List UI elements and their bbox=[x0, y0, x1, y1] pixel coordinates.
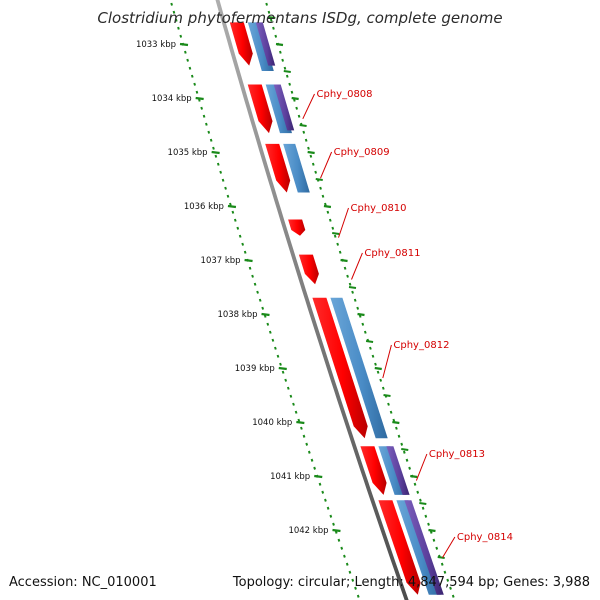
scale-tick-outer bbox=[374, 366, 382, 371]
scale-tick-label: 1040 kbp bbox=[252, 418, 292, 428]
scale-tick-outer bbox=[357, 312, 365, 317]
scale-tick-label: 1039 kbp bbox=[235, 364, 275, 374]
scale-tick-label: 1036 kbp bbox=[184, 202, 224, 212]
scale-tick bbox=[314, 474, 323, 479]
scale-minor-tick bbox=[299, 124, 307, 127]
gene-arrow[interactable] bbox=[229, 22, 253, 66]
scale-tick-label: 1042 kbp bbox=[288, 526, 328, 536]
gene-label[interactable]: Cphy_0812 bbox=[393, 340, 449, 351]
scale-minor-tick bbox=[437, 556, 445, 559]
scale-tick-label: 1041 kbp bbox=[270, 472, 310, 482]
map-title: Clostridium phytofermentans ISDg, comple… bbox=[97, 9, 503, 27]
scale-tick-outer bbox=[275, 42, 284, 47]
scale-minor-tick bbox=[401, 448, 409, 451]
gene-label-leader bbox=[320, 151, 333, 179]
scale-tick-label: 1035 kbp bbox=[168, 148, 208, 158]
gene-arrow[interactable] bbox=[298, 254, 319, 285]
scale-tick bbox=[195, 96, 204, 101]
scale-tick-outer bbox=[392, 420, 400, 425]
gene-label[interactable]: Cphy_0813 bbox=[429, 449, 485, 460]
feature-purple bbox=[404, 500, 444, 595]
gene-arrow[interactable] bbox=[378, 500, 421, 595]
scale-minor-tick bbox=[365, 340, 374, 343]
gene-label[interactable]: Cphy_0810 bbox=[351, 203, 407, 214]
scale-minor-tick bbox=[268, 16, 276, 19]
scale-tick bbox=[278, 366, 287, 371]
scale-tick bbox=[244, 258, 253, 263]
feature-purple bbox=[386, 446, 410, 495]
scale-minor-tick bbox=[383, 394, 391, 397]
gene-label-leader bbox=[351, 252, 363, 280]
scale-minor-tick bbox=[348, 286, 357, 289]
gene-label[interactable]: Cphy_0808 bbox=[317, 89, 373, 100]
genome-backbone bbox=[215, 0, 409, 600]
gene-label[interactable]: Cphy_0814 bbox=[457, 532, 513, 543]
gene-label-leader bbox=[338, 207, 349, 238]
scale-ticks-layer: 1033 kbp 1034 kbp 1035 kbp 1036 kbp 1037 kbp… bbox=[136, 2, 455, 598]
gene-label-leader bbox=[442, 536, 456, 558]
scale-tick-outer bbox=[428, 528, 436, 533]
gene-labels-layer: Cphy_0808 Cphy_0809 Cphy_0810 Cphy_0811 Cphy… bbox=[302, 89, 513, 558]
gene-arrow[interactable] bbox=[265, 143, 291, 193]
backbone-layer bbox=[215, 0, 409, 600]
scale-tick-label: 1033 kbp bbox=[136, 40, 176, 50]
scale-tick bbox=[179, 42, 189, 47]
gene-label-leader bbox=[415, 453, 428, 481]
scale-tick-outer bbox=[340, 258, 348, 263]
outer-scale-track bbox=[265, 2, 455, 598]
scale-tick-outer bbox=[323, 204, 332, 209]
gene-label-leader bbox=[382, 344, 392, 379]
scale-minor-tick bbox=[332, 232, 340, 235]
scale-tick bbox=[261, 312, 270, 317]
feature-blue bbox=[283, 143, 310, 193]
scale-tick bbox=[211, 150, 220, 155]
accession-text: Accession: NC_010001 bbox=[9, 575, 157, 590]
inner-scale-track bbox=[170, 2, 360, 598]
gene-arrow[interactable] bbox=[288, 219, 306, 236]
gene-arrow[interactable] bbox=[312, 297, 368, 439]
gene-label[interactable]: Cphy_0809 bbox=[334, 147, 390, 158]
scale-tick-label: 1037 kbp bbox=[201, 256, 241, 266]
gene-arrow[interactable] bbox=[360, 446, 387, 495]
gene-arrow[interactable] bbox=[247, 84, 273, 134]
gene-label[interactable]: Cphy_0811 bbox=[364, 248, 420, 259]
feature-blue bbox=[330, 297, 388, 439]
scale-tick bbox=[227, 204, 237, 209]
scale-tick-label: 1038 kbp bbox=[217, 310, 257, 320]
scale-minor-tick bbox=[315, 178, 323, 181]
scale-minor-tick bbox=[419, 502, 427, 505]
scale-tick bbox=[332, 528, 341, 533]
scale-tick-outer bbox=[291, 96, 299, 101]
scale-tick bbox=[296, 420, 305, 425]
genes-layer bbox=[229, 22, 421, 595]
scale-tick-label: 1034 kbp bbox=[152, 94, 192, 104]
scale-minor-tick bbox=[283, 70, 291, 73]
scale-tick-outer bbox=[410, 474, 418, 479]
feature-purple bbox=[255, 22, 276, 66]
feature-purple bbox=[273, 84, 295, 131]
gene-label-leader bbox=[302, 93, 315, 120]
scale-tick-outer bbox=[307, 150, 315, 155]
topology-text: Topology: circular; Length: 4,847,594 bp… bbox=[232, 575, 590, 590]
features-layer bbox=[247, 22, 444, 595]
